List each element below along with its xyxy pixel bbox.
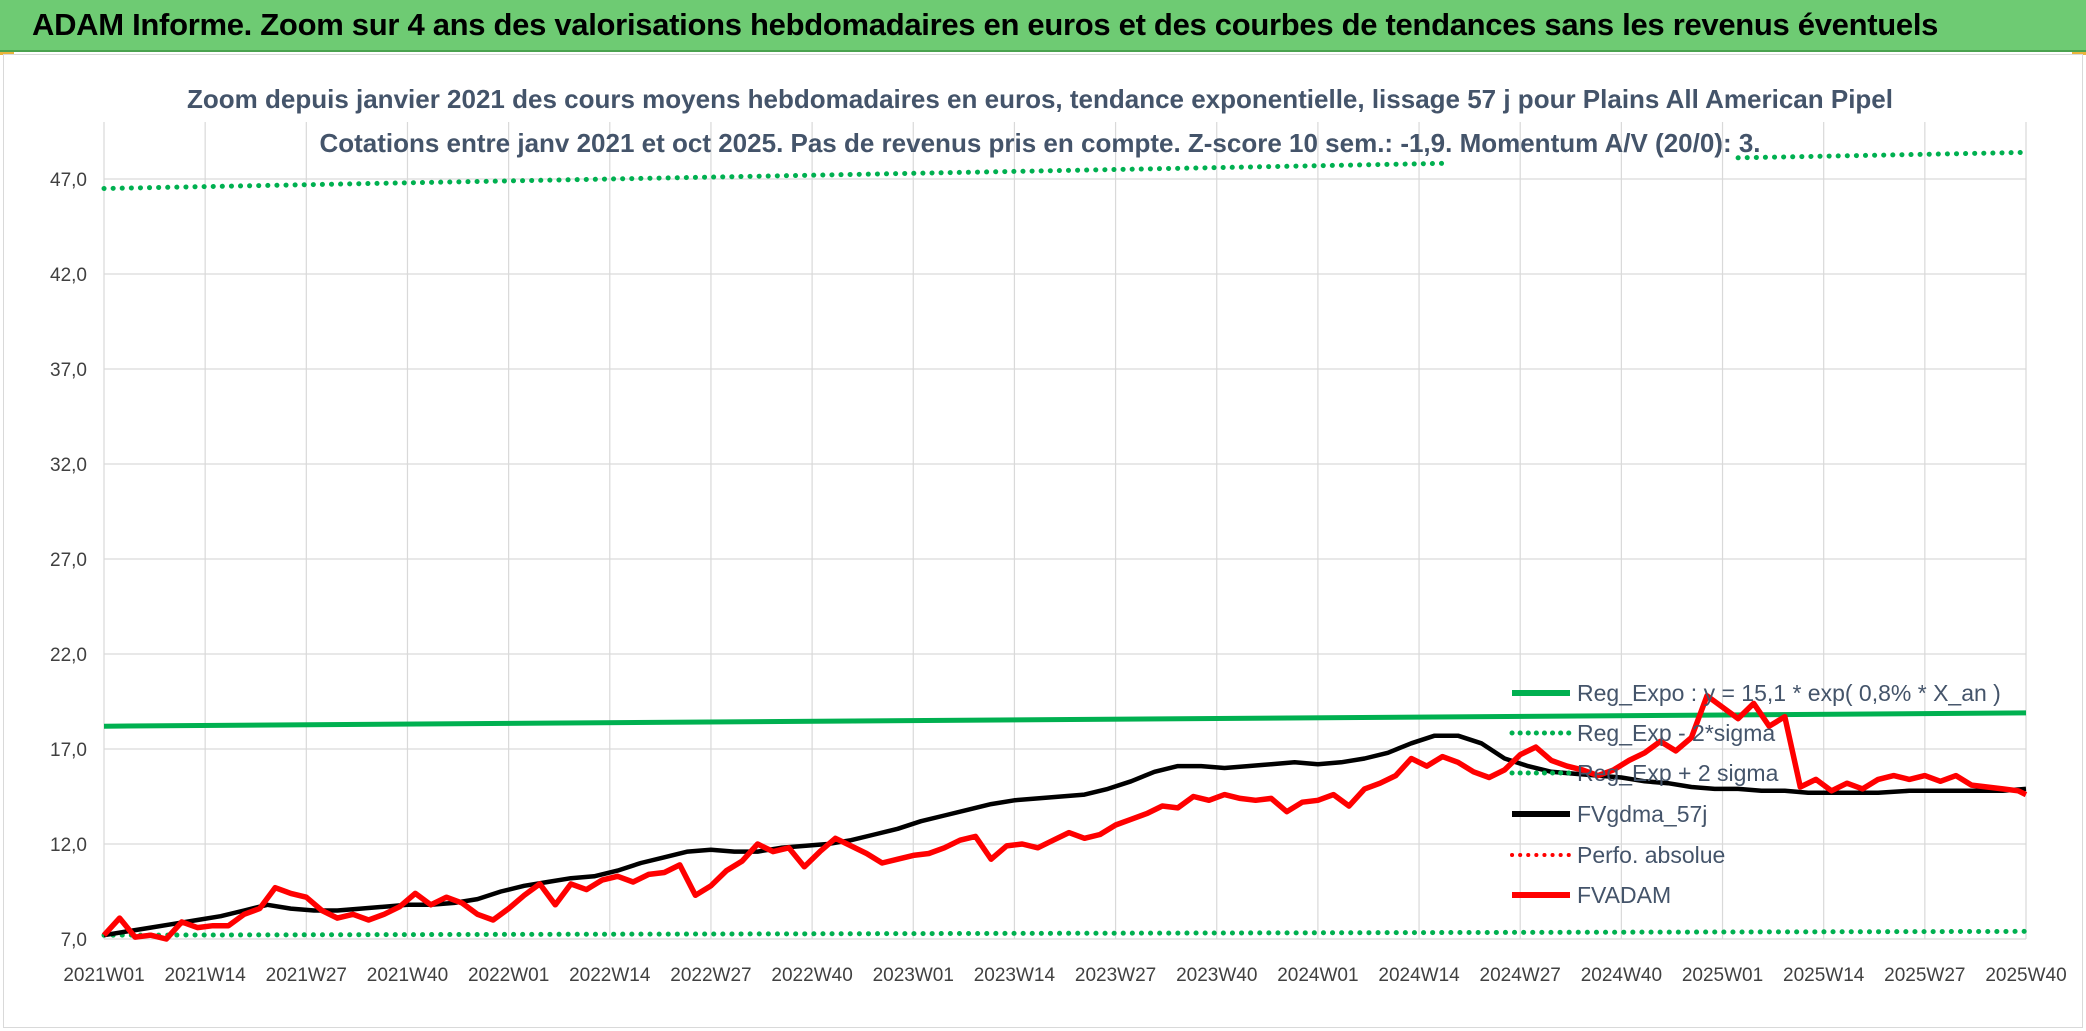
- chart-legend: Reg_Expo : y = 15,1 * exp( 0,8% * X_an )…: [1509, 680, 2001, 908]
- x-tick-label: 2023W27: [1075, 965, 1156, 986]
- x-tick-label: 2024W01: [1277, 965, 1358, 986]
- x-tick-label: 2021W40: [367, 965, 448, 986]
- x-tick-label: 2023W01: [873, 965, 954, 986]
- x-tick-label: 2024W27: [1480, 965, 1561, 986]
- reg-exp-plus-2-sigma-line-right: [1735, 149, 2029, 161]
- chart-title-line2: Cotations entre janv 2021 et oct 2025. P…: [319, 128, 1760, 158]
- report-title: ADAM Informe. Zoom sur 4 ans des valoris…: [32, 7, 1939, 42]
- x-tick-label: 2022W27: [670, 965, 751, 986]
- legend-label: FVgdma_57j: [1577, 801, 1707, 827]
- x-axis-ticks: 2021W01 2021W14 2021W27 2021W40 2022W01 2022W…: [63, 965, 2066, 986]
- y-tick-label: 12,0: [50, 835, 87, 856]
- reg-expo-line: [103, 710, 2027, 729]
- legend-label: Reg_Exp + 2 sigma: [1577, 760, 1779, 786]
- x-tick-label: 2025W27: [1884, 965, 1965, 986]
- banner-corner-left: [0, 52, 14, 55]
- y-tick-label: 47,0: [50, 170, 87, 191]
- x-tick-label: 2023W14: [974, 965, 1056, 986]
- y-tick-label: 17,0: [50, 740, 87, 761]
- x-tick-label: 2024W14: [1378, 965, 1460, 986]
- x-tick-label: 2021W27: [266, 965, 347, 986]
- y-tick-label: 7,0: [61, 930, 87, 951]
- reg-exp-minus-2-sigma-line: [101, 928, 2029, 938]
- series-lines: [101, 149, 2029, 942]
- fvgdma-57j-line: [103, 733, 2027, 938]
- reg-exp-plus-2-sigma-line: [101, 160, 1445, 191]
- legend-label: Reg_Expo : y = 15,1 * exp( 0,8% * X_an ): [1577, 680, 2001, 706]
- fvadam-line: [101, 693, 2028, 942]
- y-tick-label: 27,0: [50, 550, 87, 571]
- x-tick-label: 2022W14: [569, 965, 651, 986]
- y-tick-label: 37,0: [50, 360, 87, 381]
- x-tick-label: 2024W40: [1581, 965, 1662, 986]
- y-tick-label: 42,0: [50, 265, 87, 286]
- chart-title-line1: Zoom depuis janvier 2021 des cours moyen…: [187, 84, 1893, 114]
- legend-label: Reg_Exp - 2*sigma: [1577, 720, 1775, 746]
- x-tick-label: 2025W14: [1783, 965, 1865, 986]
- x-tick-label: 2023W40: [1176, 965, 1257, 986]
- x-tick-label: 2025W01: [1682, 965, 1763, 986]
- banner-corner-right: [2072, 52, 2086, 55]
- y-tick-label: 32,0: [50, 455, 87, 476]
- y-axis-ticks: 7,0 12,0 17,0 22,0 27,0 32,0 37,0 42,0 47,0: [50, 170, 87, 951]
- chart-frame: [3, 54, 2083, 1028]
- grid-lines: [103, 122, 2027, 940]
- legend-label: Perfo. absolue: [1577, 842, 1725, 868]
- legend-label: FVADAM: [1577, 882, 1671, 908]
- report-banner: ADAM Informe. Zoom sur 4 ans des valoris…: [0, 0, 2086, 52]
- x-tick-label: 2022W40: [771, 965, 852, 986]
- x-tick-label: 2021W01: [63, 965, 144, 986]
- x-tick-label: 2025W40: [1985, 965, 2066, 986]
- x-tick-label: 2021W14: [164, 965, 246, 986]
- y-tick-label: 22,0: [50, 645, 87, 666]
- x-tick-label: 2022W01: [468, 965, 549, 986]
